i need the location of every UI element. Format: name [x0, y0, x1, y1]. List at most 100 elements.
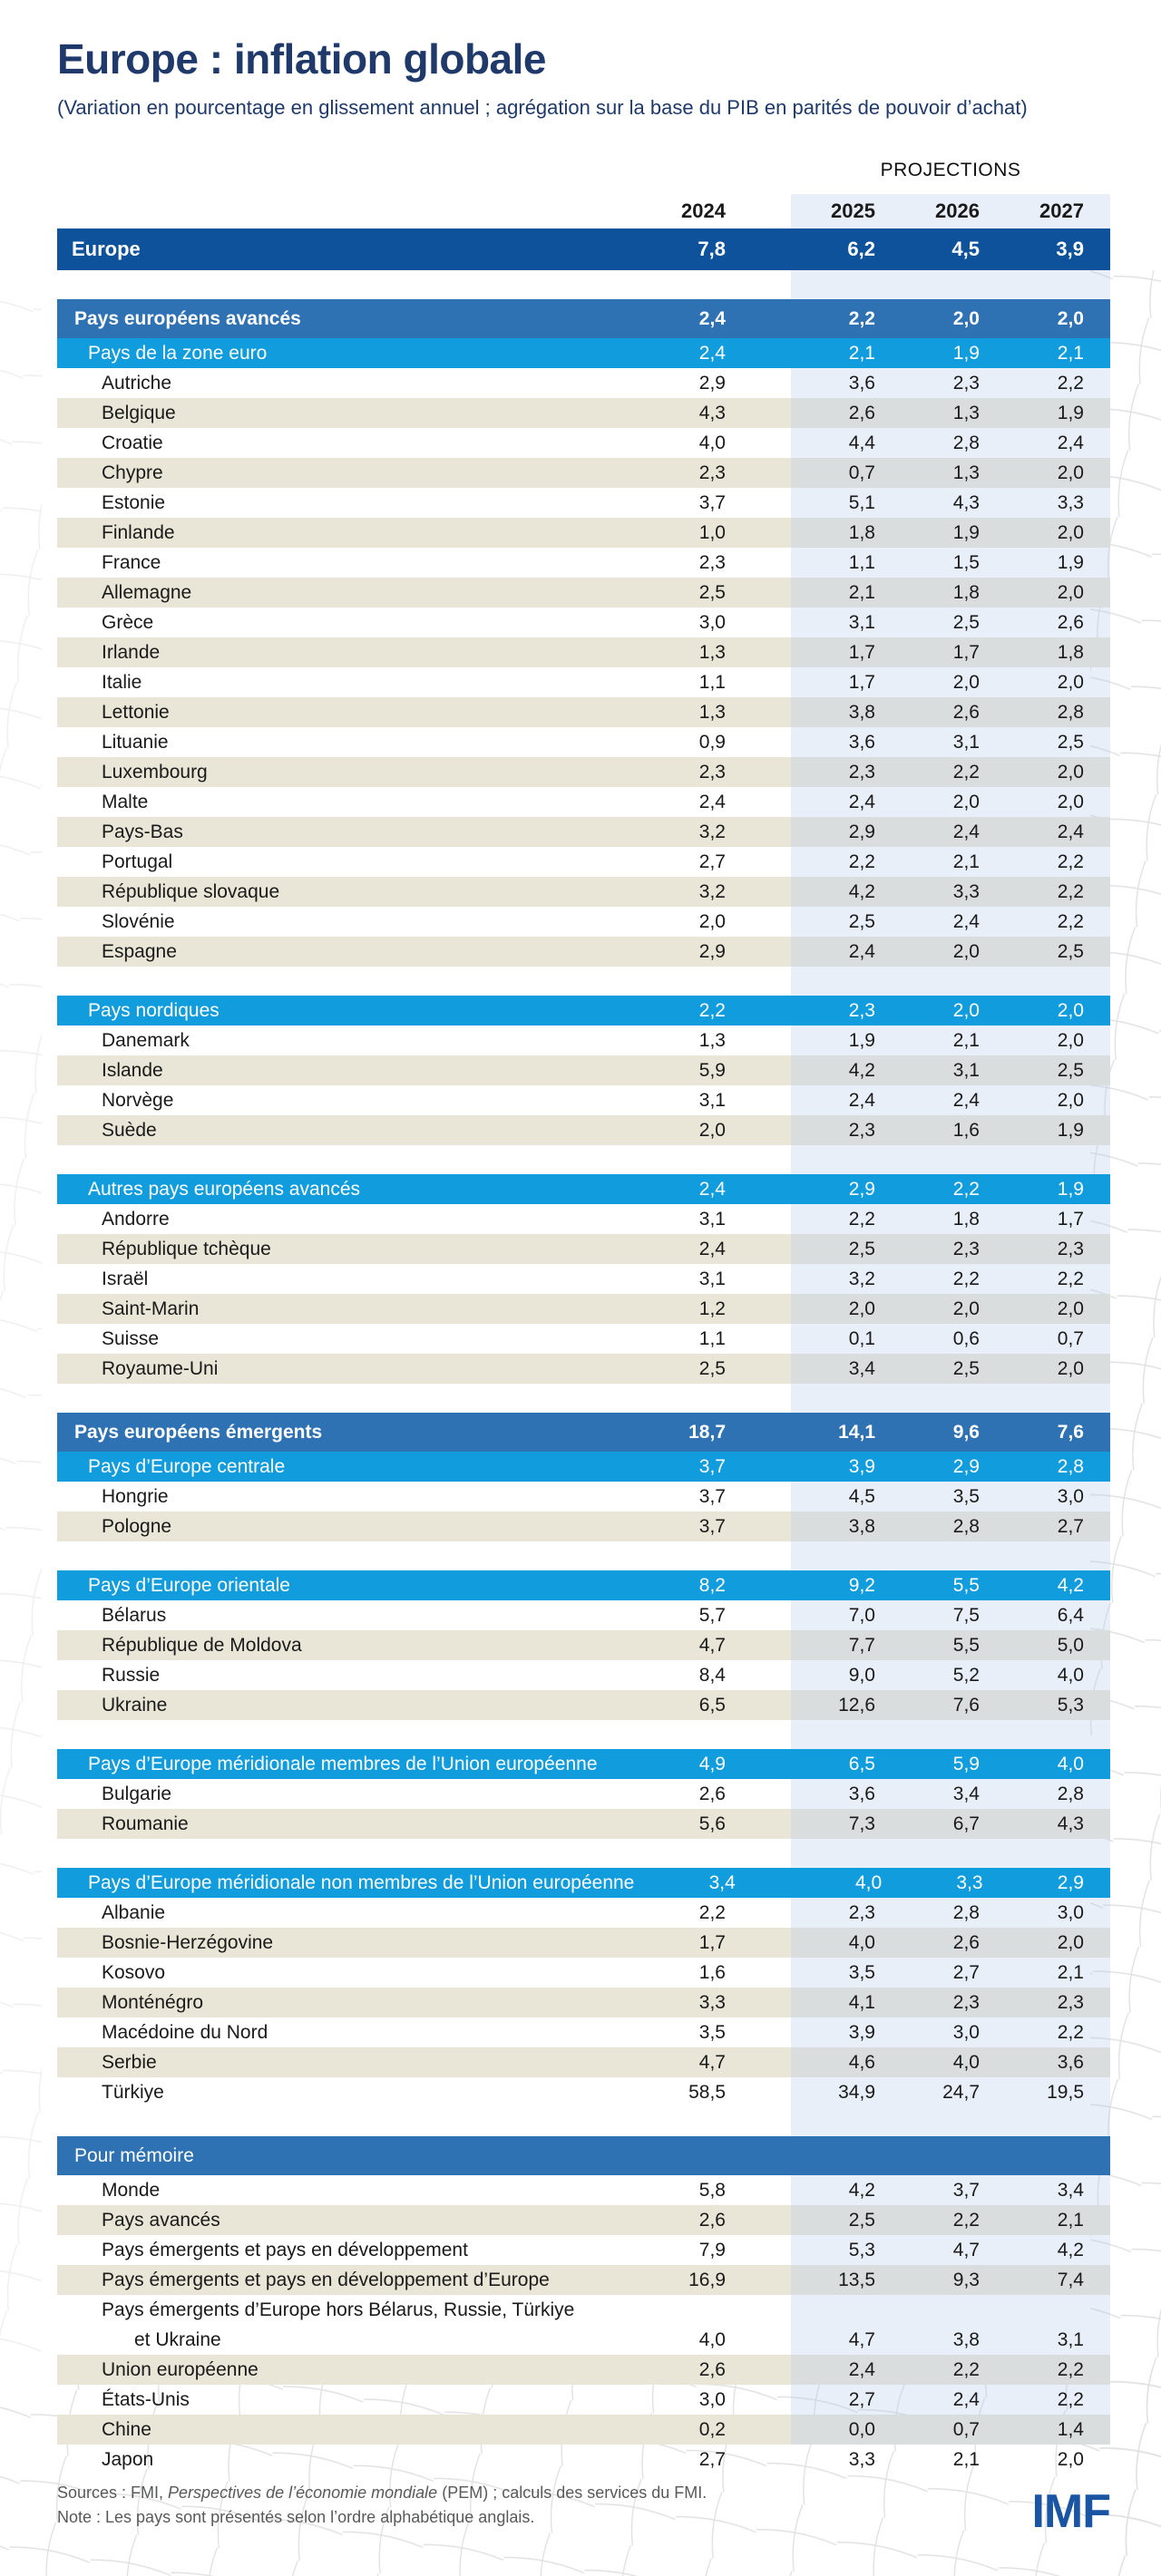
value-2025: 3,1	[848, 611, 875, 633]
value-2027: 2,0	[1057, 2448, 1084, 2470]
value-2026: 1,8	[952, 1208, 980, 1230]
row-label: Suisse	[102, 1327, 160, 1349]
country-row: Albanie 2,2 2,3 2,8 3,0	[57, 1898, 1110, 1928]
imf-logo: IMF	[1031, 2485, 1111, 2538]
value-2025: 6,5	[848, 1753, 875, 1774]
country-row: Norvège 3,1 2,4 2,4 2,0	[57, 1085, 1110, 1115]
value-2027: 3,3	[1057, 491, 1084, 513]
value-2027: 1,4	[1057, 2418, 1084, 2440]
country-row: Belgique 4,3 2,6 1,3 1,9	[57, 398, 1110, 428]
value-2026: 9,3	[952, 2269, 980, 2290]
value-2025: 2,5	[848, 2209, 875, 2231]
row-label: Saint-Marin	[102, 1298, 200, 1319]
value-2025: 12,6	[838, 1694, 875, 1716]
subsection-header-row: Pays d’Europe méridionale membres de l’U…	[57, 1749, 1110, 1779]
table-section: Pays d’Europe méridionale membres de l’U…	[57, 1749, 1110, 1839]
row-label: Russie	[102, 1664, 161, 1686]
value-2024: 3,2	[698, 821, 726, 842]
value-2025: 3,5	[848, 1961, 875, 1983]
value-2025: 0,0	[848, 2418, 875, 2440]
value-2025: 3,8	[848, 1515, 875, 1537]
value-2027: 2,1	[1057, 2209, 1084, 2231]
value-2027: 2,0	[1057, 999, 1084, 1021]
value-2027: 2,2	[1057, 910, 1084, 932]
value-2027: 2,5	[1057, 1059, 1084, 1081]
projections-label: PROJECTIONS	[880, 160, 1021, 180]
value-2024: 3,7	[698, 1515, 726, 1537]
value-2026: 2,8	[952, 432, 980, 453]
value-2026: 2,2	[952, 761, 980, 783]
country-row: France 2,3 1,1 1,5 1,9	[57, 548, 1110, 578]
value-2027: 5,0	[1057, 1634, 1084, 1656]
country-row: Finlande 1,0 1,8 1,9 2,0	[57, 518, 1110, 548]
row-label: Autriche	[102, 372, 172, 394]
value-2027: 1,8	[1057, 641, 1084, 663]
value-2027: 3,9	[1056, 238, 1084, 260]
row-label: Espagne	[102, 940, 177, 962]
country-row: Suède 2,0 2,3 1,6 1,9	[57, 1115, 1110, 1145]
value-2026: 4,5	[951, 238, 980, 260]
value-2027: 2,0	[1057, 307, 1084, 329]
value-2025: 2,4	[848, 1089, 875, 1111]
value-2024: 8,2	[698, 1574, 726, 1596]
section-label: Pays européens avancés	[74, 307, 301, 329]
value-2024: 1,0	[698, 521, 726, 543]
row-label: Grèce	[102, 611, 154, 633]
row-label: Pays avancés	[102, 2209, 220, 2231]
value-2027: 3,1	[1057, 2329, 1084, 2350]
value-2024: 4,7	[698, 1634, 726, 1656]
value-2025: 2,5	[848, 910, 875, 932]
row-label: Kosovo	[102, 1961, 166, 1983]
table-section: Pays d’Europe orientale 8,2 9,2 5,5 4,2 Bélar…	[57, 1570, 1110, 1720]
value-2027: 2,8	[1057, 1783, 1084, 1804]
row-label: Lituanie	[102, 731, 169, 753]
value-2027: 5,3	[1057, 1694, 1084, 1716]
value-2024: 1,7	[698, 1931, 726, 1953]
value-2026: 2,7	[952, 1961, 980, 1983]
row-label: Royaume-Uni	[102, 1357, 219, 1379]
value-2026: 1,5	[952, 551, 980, 573]
row-label: Ukraine	[102, 1694, 168, 1716]
value-2025: 4,2	[848, 1059, 875, 1081]
value-2026: 2,0	[952, 940, 980, 962]
country-row: Monténégro 3,3 4,1 2,3 2,3	[57, 1988, 1110, 2017]
value-2024: 1,3	[698, 641, 726, 663]
value-2025: 2,5	[848, 1238, 875, 1259]
value-2026: 2,5	[952, 1357, 980, 1379]
value-2025: 2,3	[848, 1901, 875, 1923]
value-2025: 14,1	[838, 1421, 875, 1443]
value-2024: 3,0	[698, 611, 726, 633]
subsection-header-row: Pays d’Europe centrale 3,7 3,9 2,9 2,8	[57, 1452, 1110, 1482]
value-2025: 2,9	[848, 1178, 875, 1200]
value-2026: 1,8	[952, 581, 980, 603]
row-label: Pays émergents et pays en développement	[102, 2239, 468, 2260]
value-2027: 1,9	[1057, 1119, 1084, 1141]
country-row: Andorre 3,1 2,2 1,8 1,7	[57, 1204, 1110, 1234]
value-2026: 2,2	[952, 2209, 980, 2231]
country-row: Lituanie 0,9 3,6 3,1 2,5	[57, 727, 1110, 757]
value-2027: 2,9	[1057, 1871, 1084, 1893]
value-2027: 2,4	[1057, 432, 1084, 453]
country-row: Danemark 1,3 1,9 2,1 2,0	[57, 1026, 1110, 1055]
value-2025: 2,2	[848, 307, 875, 329]
value-2024: 2,4	[698, 342, 726, 364]
value-2027: 2,0	[1057, 1029, 1084, 1051]
value-2026: 1,3	[952, 462, 980, 483]
row-label: Chine	[102, 2418, 151, 2440]
row-label: Luxembourg	[102, 761, 208, 783]
value-2026: 1,7	[952, 641, 980, 663]
value-2025: 1,7	[848, 671, 875, 693]
value-2024: 18,7	[688, 1421, 726, 1443]
value-2024: 2,3	[698, 462, 726, 483]
value-2027: 2,2	[1057, 851, 1084, 872]
value-2025: 3,6	[848, 1783, 875, 1804]
value-2027: 2,0	[1057, 581, 1084, 603]
value-2027: 3,6	[1057, 2051, 1084, 2073]
value-2027: 2,2	[1057, 2358, 1084, 2380]
value-2027: 2,0	[1057, 1357, 1084, 1379]
value-2026: 2,6	[952, 701, 980, 723]
value-2026: 1,6	[952, 1119, 980, 1141]
value-2024: 3,1	[698, 1089, 726, 1111]
value-2026: 2,4	[952, 1089, 980, 1111]
row-label: République tchèque	[102, 1238, 271, 1259]
